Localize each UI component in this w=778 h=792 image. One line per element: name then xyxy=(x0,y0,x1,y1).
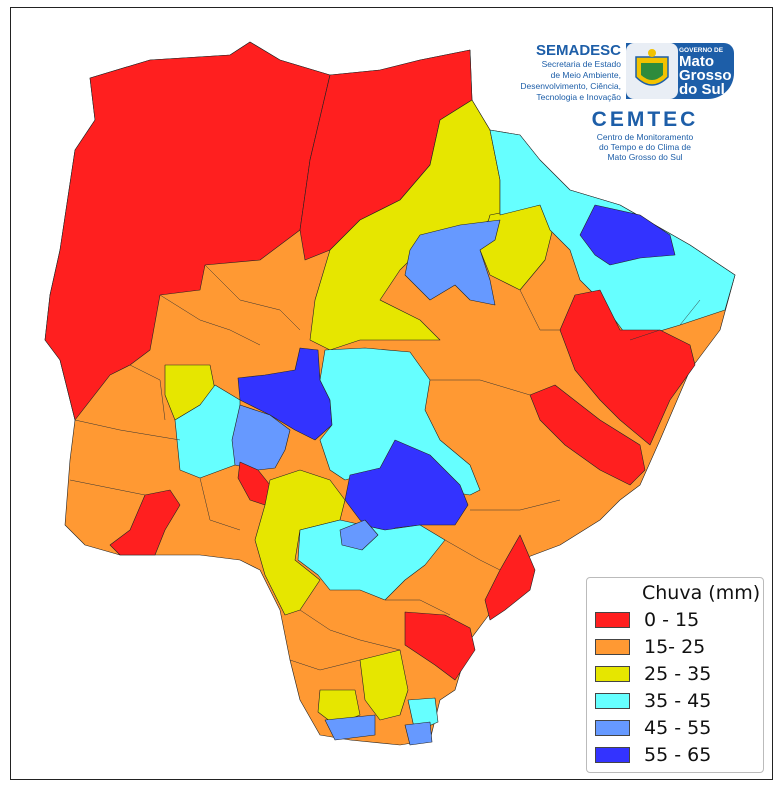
cemtec-name: CEMTEC xyxy=(591,108,699,131)
region-bottom-lightblue-2 xyxy=(404,721,433,746)
legend-label: 35 - 45 xyxy=(644,690,712,712)
legend-item: 45 - 55 xyxy=(595,717,712,739)
legend-swatch xyxy=(595,747,630,763)
legend-label: 45 - 55 xyxy=(644,717,712,739)
region-west-lightblue xyxy=(231,404,291,471)
municipal-boundaries xyxy=(69,264,701,671)
legend-swatch xyxy=(595,720,630,736)
region-east-red-1 xyxy=(559,289,696,446)
legend-label: 0 - 15 xyxy=(644,609,700,631)
gov-line-2: Mato xyxy=(679,53,714,70)
region-east-red-2 xyxy=(529,384,646,486)
semadesc-desc-4: Tecnologia e Inovação xyxy=(536,92,621,102)
map-legend: Chuva (mm) 0 - 15 15- 25 25 - 35 35 - 45… xyxy=(586,577,764,773)
semadesc-desc-3: Desenvolvimento, Ciência, xyxy=(520,81,621,91)
legend-title: Chuva (mm) xyxy=(642,582,761,604)
semadesc-desc-1: Secretaria de Estado xyxy=(541,59,621,69)
legend-swatch xyxy=(595,639,630,655)
legend-item: 25 - 35 xyxy=(595,663,712,685)
semadesc-logo: SEMADESC Secretaria de Estado de Meio Am… xyxy=(509,42,621,103)
region-south-cyan xyxy=(297,519,446,601)
legend-item: 55 - 65 xyxy=(595,744,712,766)
region-bottom-lightblue xyxy=(324,714,376,741)
region-se-red-2 xyxy=(404,611,476,681)
region-south-yellow xyxy=(254,469,346,616)
legend-label: 15- 25 xyxy=(644,636,706,658)
region-south-lightblue xyxy=(339,519,379,551)
legend-item: 35 - 45 xyxy=(595,690,712,712)
semadesc-name: SEMADESC xyxy=(535,42,621,59)
legend-label: 25 - 35 xyxy=(644,663,712,685)
cemtec-desc-1: Centro de Monitoramento xyxy=(596,132,694,142)
cemtec-desc-3: Mato Grosso do Sul xyxy=(607,152,683,162)
legend-swatch xyxy=(595,693,630,709)
region-ne-blue xyxy=(579,204,676,266)
region-lightblue-north xyxy=(404,219,501,306)
map-frame xyxy=(10,7,773,780)
semadesc-desc-2: de Meio Ambiente, xyxy=(550,70,621,80)
legend-swatch xyxy=(595,612,630,628)
region-se-red-1 xyxy=(484,534,536,621)
government-logo: GOVERNO DE Mato Grosso do Sul xyxy=(626,43,734,99)
legend-swatch xyxy=(595,666,630,682)
legend-item: 0 - 15 xyxy=(595,609,700,631)
legend-item: 15- 25 xyxy=(595,636,706,658)
gov-line-3: Grosso xyxy=(679,67,732,84)
region-sw-red xyxy=(109,489,181,556)
legend-label: 55 - 65 xyxy=(644,744,712,766)
cemtec-desc-2: do Tempo e do Clima de xyxy=(599,142,691,152)
state-seal-icon xyxy=(626,43,678,99)
cemtec-logo: CEMTEC Centro de Monitoramento do Tempo … xyxy=(580,108,710,162)
gov-line-1: GOVERNO DE xyxy=(679,47,724,54)
gov-line-4: do Sul xyxy=(679,81,725,98)
